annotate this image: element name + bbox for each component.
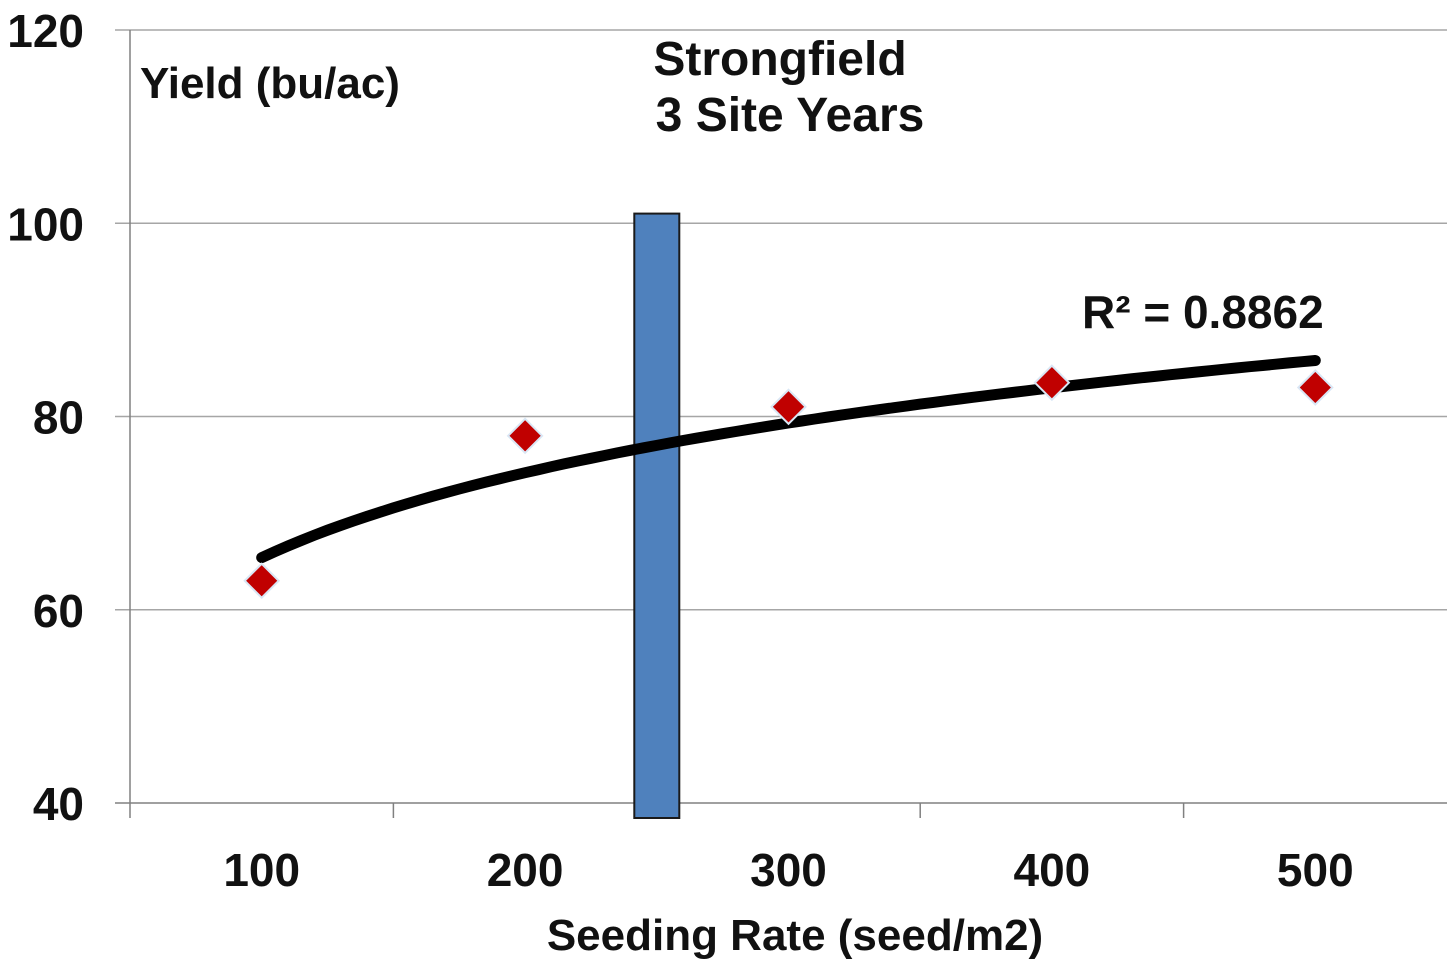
- y-tick-label-120: 120: [7, 5, 84, 57]
- y-axis-title: Yield (bu/ac): [140, 59, 400, 108]
- x-tick-label-300: 300: [750, 844, 827, 896]
- chart-title: Strongfield: [653, 33, 906, 86]
- highlight-bar: [633, 212, 681, 819]
- x-axis-title: Seeding Rate (seed/m2): [547, 911, 1043, 960]
- data-point-300: [770, 388, 807, 426]
- data-point-400: [1033, 364, 1071, 402]
- r-squared-label: R² = 0.8862: [1082, 286, 1324, 338]
- grid-lines: [115, 29, 1447, 611]
- x-tick-label-100: 100: [223, 844, 300, 896]
- y-tick-label-100: 100: [7, 198, 84, 250]
- chart-subtitle: 3 Site Years: [656, 89, 925, 142]
- chart-labels: Strongfield 3 Site Years Yield (bu/ac) S…: [7, 5, 1353, 960]
- x-tick-label-500: 500: [1277, 844, 1354, 896]
- y-tick-label-80: 80: [33, 392, 84, 444]
- highlight-bar-layer: [633, 212, 681, 819]
- data-point-500: [1296, 369, 1334, 406]
- x-tick-label-200: 200: [487, 844, 564, 896]
- data-point-100: [243, 562, 281, 600]
- data-points: [243, 364, 1334, 600]
- x-tick-label-400: 400: [1014, 844, 1091, 896]
- data-point-200: [506, 417, 544, 455]
- y-tick-label-40: 40: [33, 778, 84, 830]
- y-tick-label-60: 60: [33, 585, 84, 637]
- axes: [115, 30, 1447, 818]
